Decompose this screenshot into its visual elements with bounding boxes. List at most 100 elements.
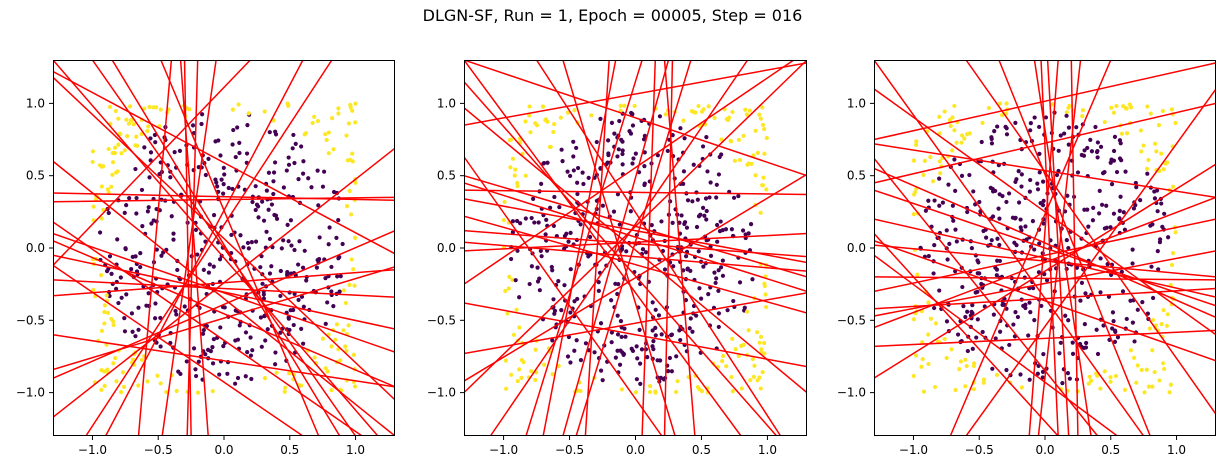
- data-point-class0: [288, 218, 294, 223]
- data-point-class0: [266, 207, 271, 212]
- data-point-class1: [1108, 379, 1113, 384]
- data-point-class1: [758, 210, 763, 215]
- data-point-class0: [537, 288, 542, 293]
- data-point-class1: [101, 207, 106, 212]
- data-point-class0: [320, 184, 326, 189]
- data-point-class0: [1130, 320, 1135, 325]
- data-point-class0: [1057, 351, 1062, 356]
- decision-line: [489, 60, 749, 436]
- data-point-class0: [571, 168, 576, 173]
- data-point-class1: [114, 379, 119, 384]
- data-point-class1: [741, 133, 746, 139]
- data-point-class1: [763, 304, 769, 310]
- data-point-class0: [115, 237, 120, 242]
- data-point-class1: [515, 379, 520, 384]
- data-point-class0: [238, 233, 243, 238]
- data-point-class1: [338, 358, 343, 363]
- data-point-class0: [715, 239, 720, 244]
- data-point-class1: [914, 139, 919, 144]
- data-point-class1: [1128, 348, 1133, 353]
- data-point-class1: [693, 110, 698, 115]
- data-point-class0: [685, 198, 691, 203]
- data-point-class1: [911, 158, 916, 163]
- data-point-class1: [1134, 380, 1139, 385]
- decision-line: [464, 302, 807, 368]
- data-point-class0: [708, 253, 714, 258]
- data-point-class1: [331, 147, 336, 152]
- y-tick-label: −1.0: [427, 386, 456, 400]
- data-point-class1: [758, 334, 764, 339]
- decision-line: [949, 60, 1112, 436]
- data-point-class0: [1111, 148, 1117, 154]
- data-point-class0: [1019, 184, 1024, 189]
- data-point-class0: [725, 308, 730, 313]
- data-point-class0: [967, 172, 972, 178]
- data-point-class0: [716, 324, 721, 330]
- data-point-class1: [760, 122, 766, 128]
- data-point-class0: [253, 239, 259, 244]
- data-point-class0: [674, 354, 679, 359]
- data-point-class0: [536, 220, 541, 225]
- data-point-class1: [315, 118, 321, 124]
- data-point-class1: [653, 390, 658, 395]
- x-tick-label: −1.0: [78, 443, 107, 457]
- data-point-class0: [191, 346, 197, 351]
- data-point-class0: [1110, 310, 1116, 315]
- data-point-class1: [352, 384, 358, 389]
- x-tick-label: 0.0: [214, 443, 233, 457]
- data-point-class1: [697, 387, 702, 392]
- data-point-class0: [670, 220, 675, 225]
- data-point-class1: [962, 136, 967, 141]
- data-point-class0: [301, 171, 306, 176]
- data-point-class1: [1160, 108, 1165, 114]
- data-point-class0: [1040, 375, 1045, 380]
- data-point-class0: [208, 349, 213, 354]
- data-point-class0: [1088, 137, 1093, 142]
- data-point-class1: [739, 343, 744, 349]
- decision-line: [535, 60, 782, 436]
- data-point-class0: [642, 150, 647, 155]
- data-point-class1: [145, 379, 150, 384]
- data-point-class1: [762, 351, 767, 356]
- data-point-class0: [1013, 216, 1018, 221]
- data-point-class1: [109, 316, 114, 322]
- data-point-class0: [1134, 185, 1139, 190]
- data-point-class0: [338, 274, 343, 279]
- data-point-class1: [282, 389, 287, 394]
- data-point-class0: [221, 165, 226, 170]
- data-point-class0: [620, 148, 625, 153]
- data-point-class0: [296, 297, 301, 302]
- data-point-class0: [609, 330, 615, 335]
- data-point-class1: [728, 138, 733, 143]
- data-point-class0: [200, 331, 206, 336]
- data-point-class0: [1035, 181, 1040, 186]
- data-point-class0: [599, 368, 604, 373]
- data-point-class0: [134, 195, 139, 201]
- data-point-class0: [1018, 217, 1023, 222]
- data-point-class0: [1132, 339, 1137, 344]
- decision-line: [464, 189, 807, 196]
- data-point-class0: [669, 332, 674, 337]
- data-point-class1: [1157, 378, 1162, 383]
- data-point-class0: [1078, 298, 1083, 303]
- data-point-class1: [336, 111, 341, 116]
- data-point-class0: [235, 375, 241, 381]
- data-point-class0: [669, 369, 674, 374]
- data-point-class1: [1124, 131, 1130, 136]
- data-point-class1: [91, 287, 96, 293]
- data-point-class0: [250, 199, 255, 205]
- data-point-class1: [333, 337, 338, 342]
- decision-line: [584, 60, 610, 436]
- data-point-class0: [291, 307, 296, 313]
- data-point-class0: [1120, 289, 1126, 294]
- data-point-class0: [273, 350, 278, 355]
- data-point-class0: [1160, 224, 1165, 229]
- data-point-class1: [1167, 390, 1172, 395]
- data-point-class1: [90, 149, 96, 154]
- data-point-class1: [111, 322, 116, 328]
- data-point-class0: [301, 304, 306, 309]
- data-point-class0: [729, 227, 734, 232]
- data-point-class0: [158, 344, 163, 349]
- data-point-class1: [274, 370, 279, 375]
- data-point-class0: [976, 260, 981, 265]
